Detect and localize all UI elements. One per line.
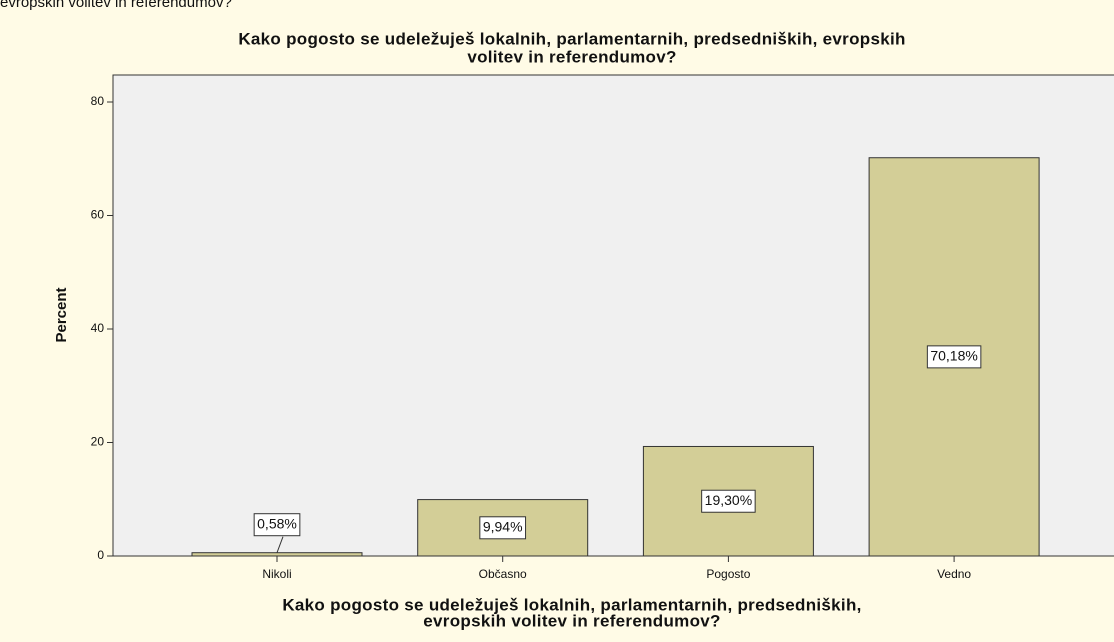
value-label: 0,58% (257, 515, 297, 531)
value-label-box (926, 345, 982, 369)
bar (191, 552, 363, 557)
x-tick-label: Občasno (479, 567, 527, 581)
value-label-box (701, 489, 756, 513)
value-label-box (479, 516, 527, 540)
x-tick-label: Pogosto (706, 567, 750, 581)
caption: evropskih volitev in referendumov? (0, 0, 232, 11)
x-axis-title: Kako pogosto se udeležuješ lokalnih, par… (282, 595, 861, 614)
leader-line (276, 536, 284, 553)
y-tick-label: 20 (91, 435, 105, 449)
value-label: 19,30% (705, 492, 752, 508)
y-tick-label: 80 (91, 94, 105, 108)
y-tick-label: 60 (91, 208, 105, 222)
y-tick-label: 0 (97, 548, 104, 562)
x-tick-label: Vedno (937, 567, 971, 581)
x-tick-label: Nikoli (262, 567, 291, 581)
y-tick-label: 40 (91, 321, 105, 335)
value-label: 9,94% (483, 518, 523, 534)
value-label: 70,18% (930, 348, 977, 364)
chart-title: Kako pogosto se udeležuješ lokalnih, par… (238, 29, 905, 48)
value-label-box (253, 513, 301, 537)
y-axis-title: Percent (53, 287, 70, 342)
x-axis-title: evropskih volitev in referendumov? (423, 611, 720, 630)
chart-title: volitev in referendumov? (467, 47, 676, 66)
